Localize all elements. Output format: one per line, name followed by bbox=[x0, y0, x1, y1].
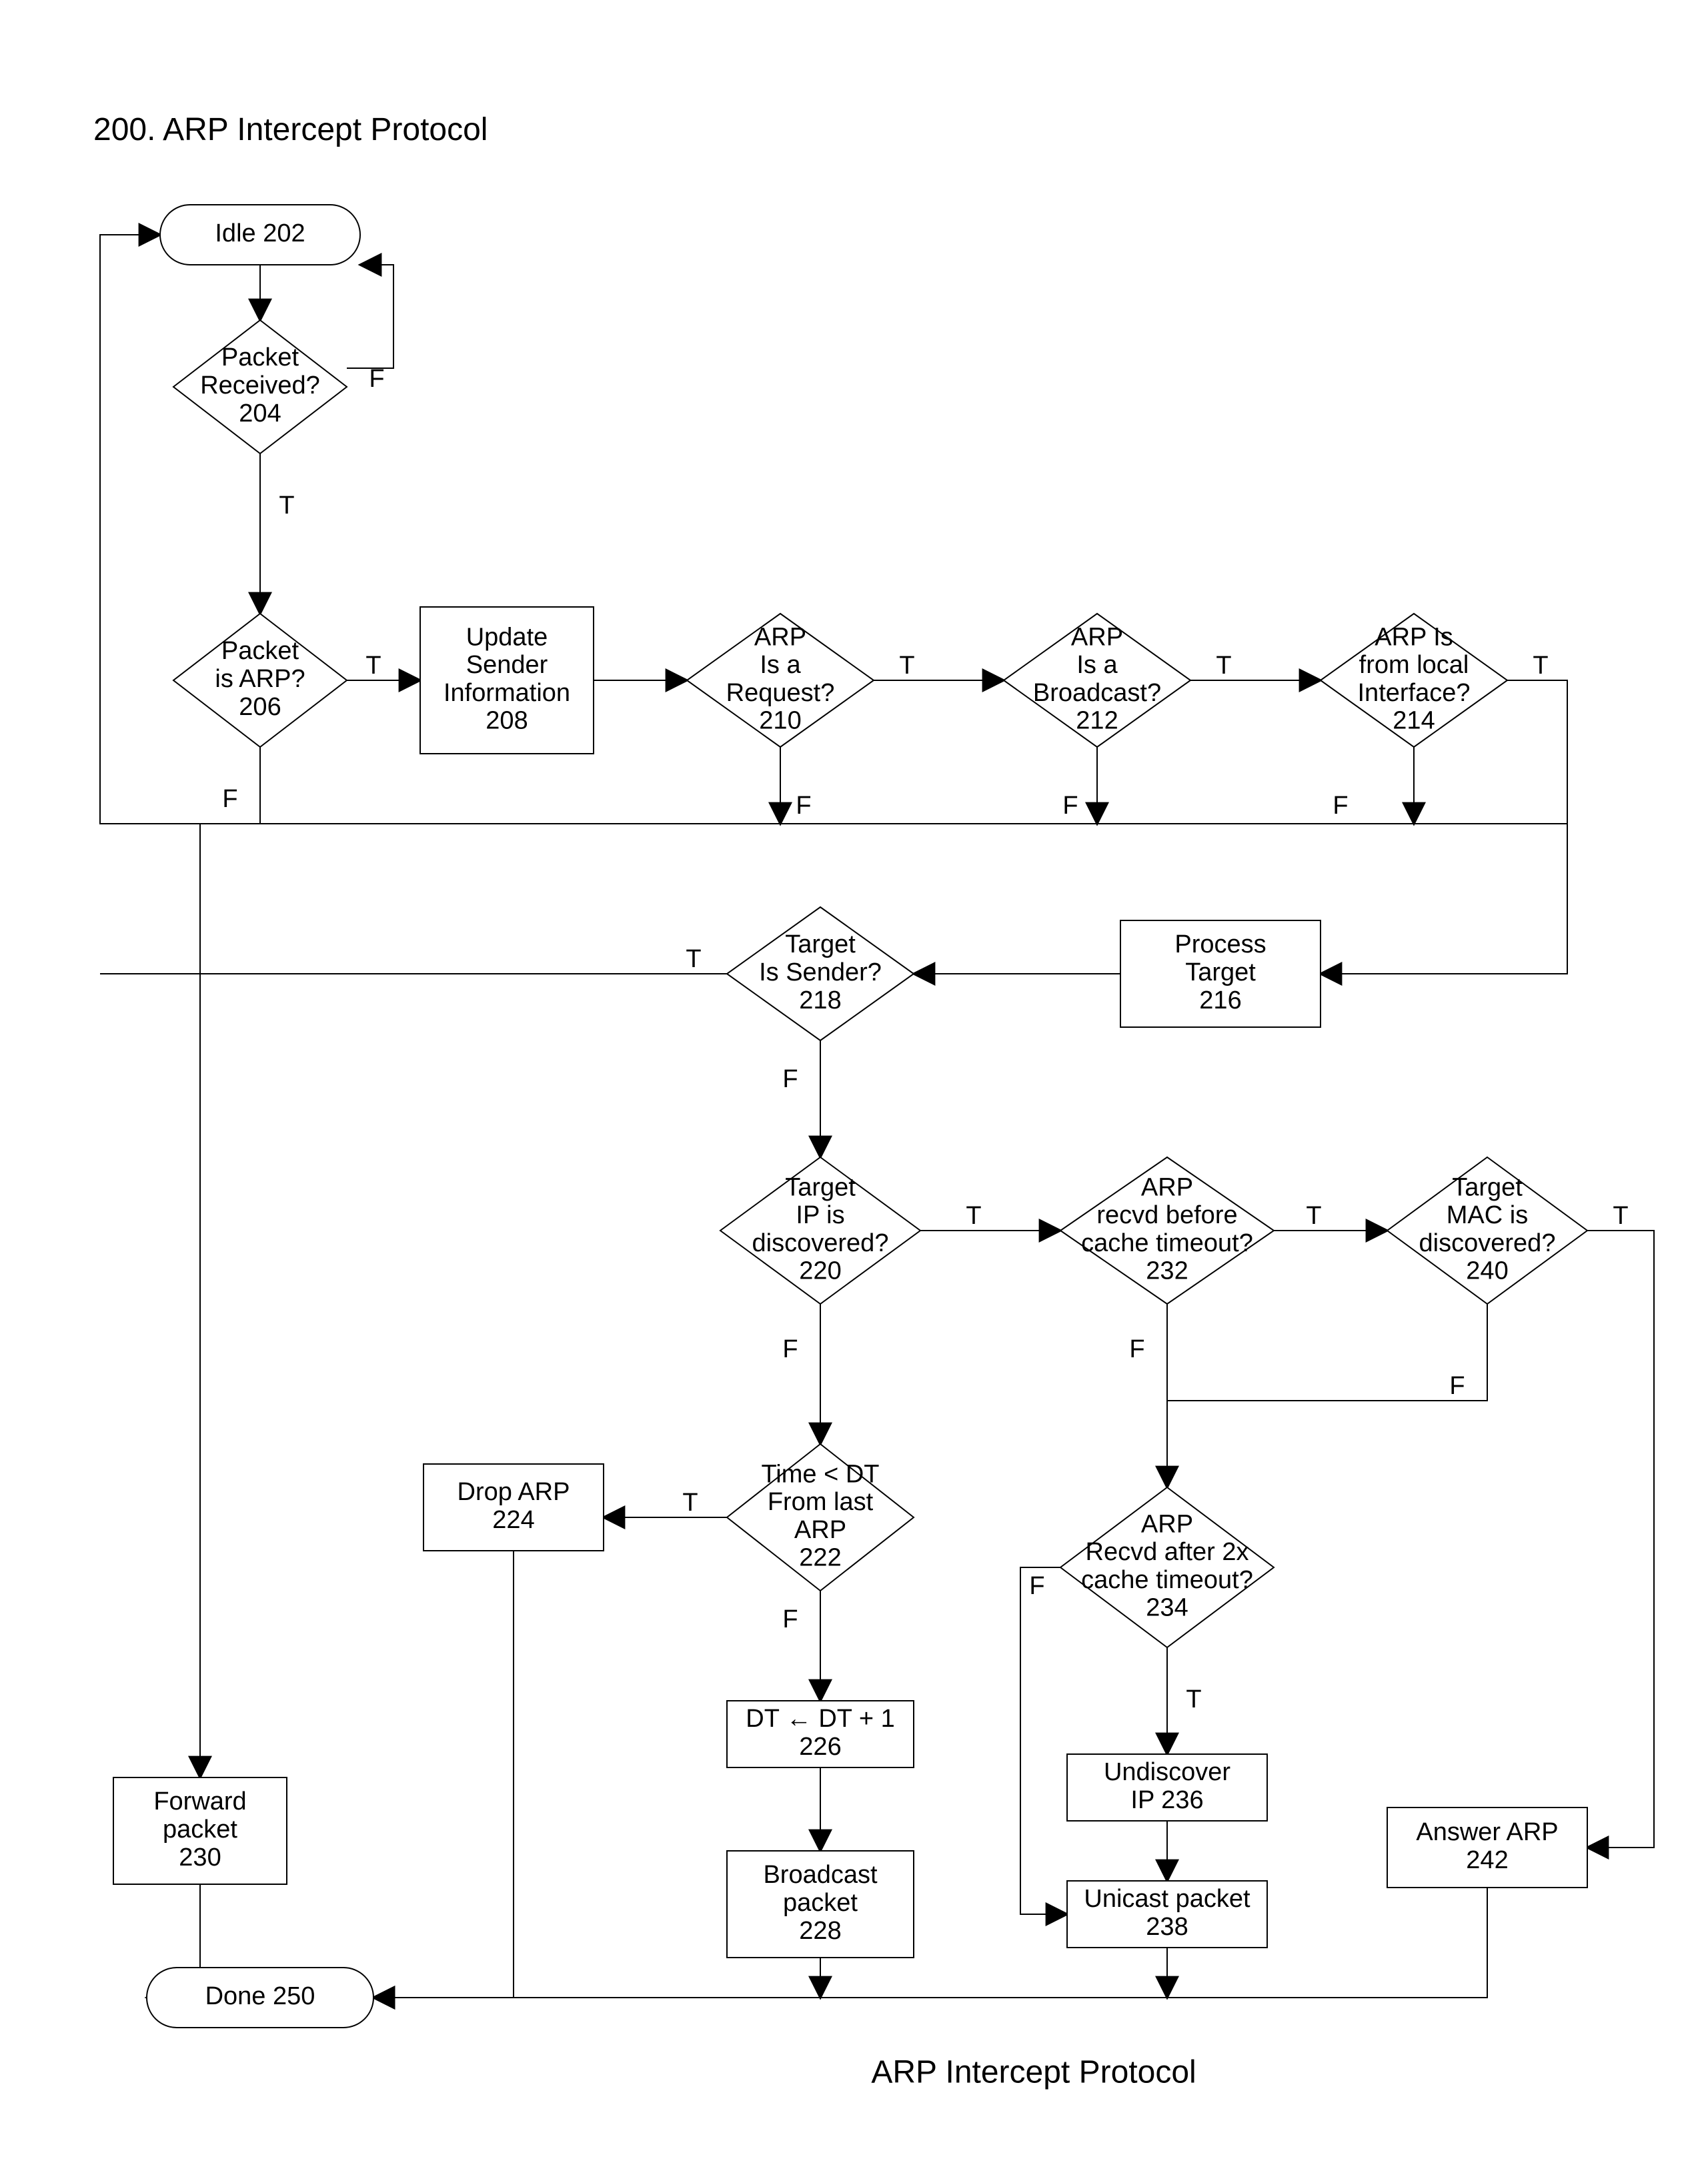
node-label: ARP bbox=[1141, 1510, 1193, 1538]
edge-label: F bbox=[1129, 1335, 1144, 1363]
edge-label: F bbox=[369, 365, 384, 393]
edge-label: F bbox=[796, 792, 811, 820]
node-label: 218 bbox=[799, 986, 841, 1014]
flowchart-svg: 200. ARP Intercept Protocol F T T T T T F F F F T F T… bbox=[0, 0, 1708, 2161]
node-label: 206 bbox=[239, 693, 281, 721]
node-label: 226 bbox=[799, 1733, 841, 1761]
node-label: Target bbox=[785, 930, 856, 958]
node-label: Recvd after 2x bbox=[1086, 1538, 1249, 1566]
node-label: Target bbox=[1185, 958, 1256, 986]
node-label: Process bbox=[1174, 930, 1266, 958]
node-label: Answer ARP bbox=[1416, 1818, 1558, 1846]
node-label: IP 236 bbox=[1130, 1786, 1203, 1814]
diagram-footer: ARP Intercept Protocol bbox=[871, 2055, 1196, 2090]
node-label: From last bbox=[768, 1488, 874, 1516]
node-label: Is Sender? bbox=[759, 958, 882, 986]
node-label: MAC is bbox=[1447, 1201, 1528, 1229]
node-label: 228 bbox=[799, 1917, 841, 1945]
edge-label: T bbox=[279, 492, 294, 520]
node-label: 232 bbox=[1146, 1257, 1188, 1285]
node-label: Sender bbox=[466, 651, 548, 679]
edge-label: T bbox=[1216, 652, 1231, 680]
edge-label: T bbox=[365, 652, 381, 680]
node-label: Is a bbox=[760, 651, 801, 679]
edge-label: F bbox=[1062, 792, 1078, 820]
node-label: Unicast packet bbox=[1084, 1885, 1250, 1913]
edge-label: T bbox=[1533, 652, 1548, 680]
node-label: 212 bbox=[1076, 707, 1118, 735]
node-label: Broadcast bbox=[763, 1861, 878, 1889]
node-label: Packet bbox=[221, 637, 299, 665]
node-label: ARP bbox=[754, 623, 806, 651]
node-label: 230 bbox=[179, 1844, 221, 1872]
node-label: Information bbox=[444, 679, 570, 707]
edge-label: F bbox=[782, 1065, 798, 1093]
edge-label: F bbox=[1449, 1372, 1465, 1400]
node-label: 220 bbox=[799, 1257, 841, 1285]
node-label: IP is bbox=[796, 1201, 844, 1229]
edge-label: F bbox=[1333, 792, 1348, 820]
node-label: Time < DT bbox=[762, 1460, 880, 1488]
node-label: ARP Is bbox=[1375, 623, 1453, 651]
edge-label: T bbox=[1306, 1202, 1321, 1230]
edge-label: T bbox=[1613, 1202, 1628, 1230]
node-label: cache timeout? bbox=[1081, 1229, 1253, 1257]
edge-label: T bbox=[899, 652, 914, 680]
node-label: 208 bbox=[486, 707, 528, 735]
node-label: discovered? bbox=[1419, 1229, 1556, 1257]
node-label: 242 bbox=[1466, 1846, 1508, 1874]
node-label: ARP bbox=[1141, 1173, 1193, 1201]
node-label: discovered? bbox=[752, 1229, 889, 1257]
edge-label: T bbox=[682, 1489, 698, 1517]
edge-label: T bbox=[966, 1202, 981, 1230]
edge-label: T bbox=[686, 945, 701, 973]
node-label: 204 bbox=[239, 400, 281, 428]
edge-label: F bbox=[782, 1605, 798, 1633]
edge-label: F bbox=[222, 785, 237, 813]
node-label: 240 bbox=[1466, 1257, 1508, 1285]
node-label: 222 bbox=[799, 1544, 841, 1572]
node-label: DT ← DT + 1 bbox=[746, 1705, 895, 1733]
node-label: Forward bbox=[153, 1787, 246, 1816]
node-label: 210 bbox=[759, 707, 801, 735]
node-label: Target bbox=[1452, 1173, 1523, 1201]
node-label: Packet bbox=[221, 343, 299, 372]
node-label: packet bbox=[783, 1889, 858, 1917]
edge-label: T bbox=[1186, 1685, 1201, 1713]
node-label: Undiscover bbox=[1104, 1758, 1230, 1786]
node-label: cache timeout? bbox=[1081, 1566, 1253, 1594]
node-label: Received? bbox=[200, 372, 320, 400]
node-label: Drop ARP bbox=[458, 1478, 570, 1506]
node-label: 224 bbox=[492, 1506, 534, 1534]
node-label: 216 bbox=[1199, 986, 1241, 1014]
node-label: Done 250 bbox=[205, 1982, 315, 2010]
node-label: 234 bbox=[1146, 1594, 1188, 1622]
node-label: Broadcast? bbox=[1033, 679, 1161, 707]
node-label: ARP bbox=[794, 1516, 846, 1544]
node-label: packet bbox=[163, 1816, 237, 1844]
edge-label: F bbox=[782, 1335, 798, 1363]
node-label: Idle 202 bbox=[215, 219, 305, 247]
node-label: from local bbox=[1359, 651, 1469, 679]
node-label: 214 bbox=[1393, 707, 1435, 735]
node-label: Target bbox=[785, 1173, 856, 1201]
node-label: Update bbox=[466, 623, 548, 651]
node-label: Is a bbox=[1076, 651, 1118, 679]
node-label: ARP bbox=[1071, 623, 1123, 651]
node-label: 238 bbox=[1146, 1913, 1188, 1941]
node-label: recvd before bbox=[1096, 1201, 1237, 1229]
node-label: is ARP? bbox=[215, 665, 305, 693]
node-label: Request? bbox=[726, 679, 835, 707]
edge-label: F bbox=[1029, 1572, 1044, 1600]
diagram-title: 200. ARP Intercept Protocol bbox=[93, 112, 488, 147]
node-label: Interface? bbox=[1358, 679, 1471, 707]
